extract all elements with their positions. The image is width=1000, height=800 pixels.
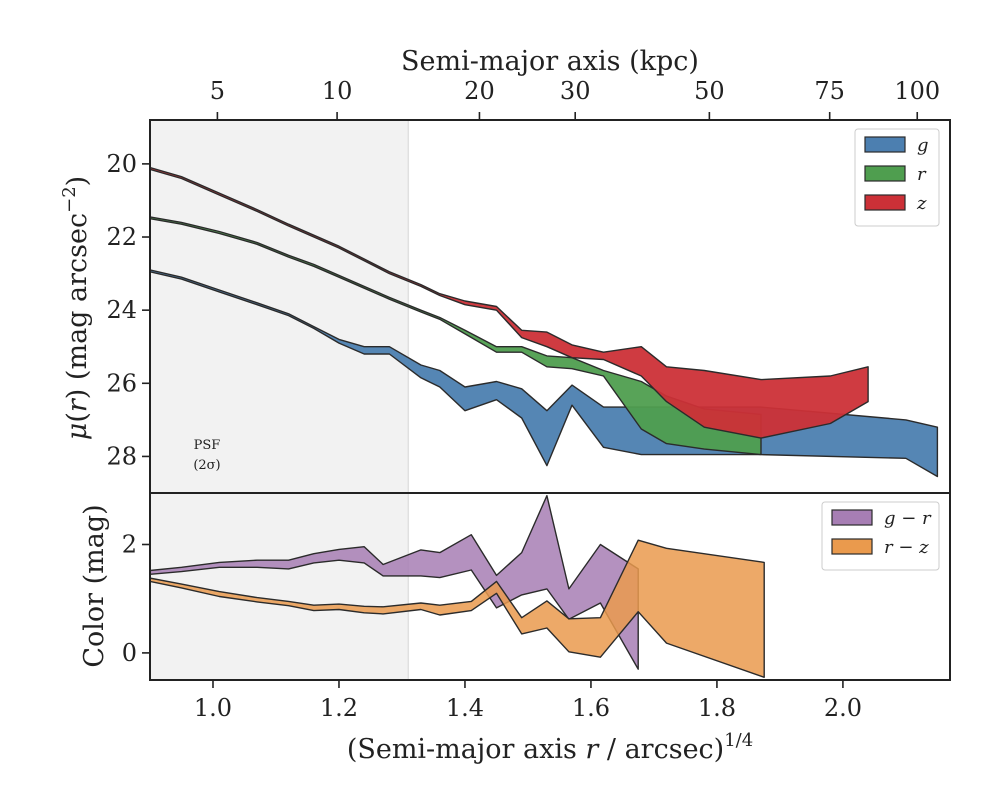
- color-y-tick-label: 2: [122, 530, 137, 558]
- y-tick-label: 26: [106, 369, 137, 397]
- profile-legend-swatch: [864, 194, 906, 211]
- color-legend-label: r − z: [884, 537, 929, 558]
- profile-panel: PSF (2σ) 20 22 24 26 28 5 10 20 30 50 75 100 Semi-…: [59, 46, 951, 494]
- x-axis-title: (Semi-major axis r / arcsec)1/4: [347, 730, 753, 765]
- x-tick-label: 1.8: [698, 694, 736, 722]
- y-tick-label: 24: [106, 296, 137, 324]
- psf-label: PSF: [194, 438, 221, 453]
- profile-y-axis: 20 22 24 26 28: [106, 150, 150, 470]
- kpc-tick-label: 5: [210, 77, 225, 105]
- color-panel: 02 1.0 1.2 1.4 1.6 1.8 2.0 Color (mag) (Semi-…: [79, 492, 951, 765]
- top-axis-title: Semi-major axis (kpc): [401, 46, 699, 77]
- color-legend-swatch: [831, 538, 873, 555]
- y-tick-label: 20: [106, 150, 137, 178]
- profile-series-group: [150, 166, 939, 478]
- psf-shaded-region: [150, 120, 409, 493]
- profile-y-axis-title: μ(r) (mag arcsec−2): [59, 176, 93, 440]
- kpc-tick-label: 10: [322, 77, 353, 105]
- x-tick-label: 1.2: [320, 694, 358, 722]
- psf-sigma-label: (2σ): [193, 458, 220, 473]
- kpc-tick-label: 20: [464, 77, 495, 105]
- x-tick-label: 1.6: [572, 694, 610, 722]
- x-tick-label: 1.0: [194, 694, 232, 722]
- y-tick-label: 22: [106, 223, 137, 251]
- profile-legend-label: z: [916, 193, 927, 214]
- band-g-minus-r: [150, 495, 639, 670]
- color-y-tick-label: 0: [122, 639, 137, 667]
- profile-legend-label: r: [917, 164, 927, 185]
- profile-legend-swatch: [864, 165, 906, 182]
- kpc-tick-label: 50: [694, 77, 725, 105]
- profile-legend-swatch: [864, 136, 906, 153]
- band-r-minus-z: [150, 539, 765, 678]
- color-legend: g − r r − z: [821, 501, 940, 571]
- profile-legend-label: g: [917, 135, 929, 156]
- color-series-group: [150, 495, 765, 678]
- kpc-tick-label: 100: [894, 77, 940, 105]
- color-legend-label: g − r: [884, 508, 932, 529]
- kpc-tick-label: 75: [814, 77, 845, 105]
- kpc-tick-label: 30: [560, 77, 591, 105]
- x-axis: 1.0 1.2 1.4 1.6 1.8 2.0: [194, 680, 862, 722]
- x-tick-label: 2.0: [824, 694, 862, 722]
- y-tick-label: 28: [106, 442, 137, 470]
- color-legend-swatch: [831, 509, 873, 526]
- kpc-top-axis: 5 10 20 30 50 75 100: [210, 77, 940, 120]
- band-r: [150, 216, 762, 456]
- color-y-axis: 02: [122, 530, 150, 667]
- band-z: [150, 166, 869, 439]
- x-tick-label: 1.4: [446, 694, 484, 722]
- profile-legend: grz: [854, 128, 940, 227]
- color-y-axis-title: Color (mag): [79, 504, 110, 667]
- psf-annotation: PSF (2σ): [193, 438, 220, 473]
- color-panel-frame: [149, 492, 951, 681]
